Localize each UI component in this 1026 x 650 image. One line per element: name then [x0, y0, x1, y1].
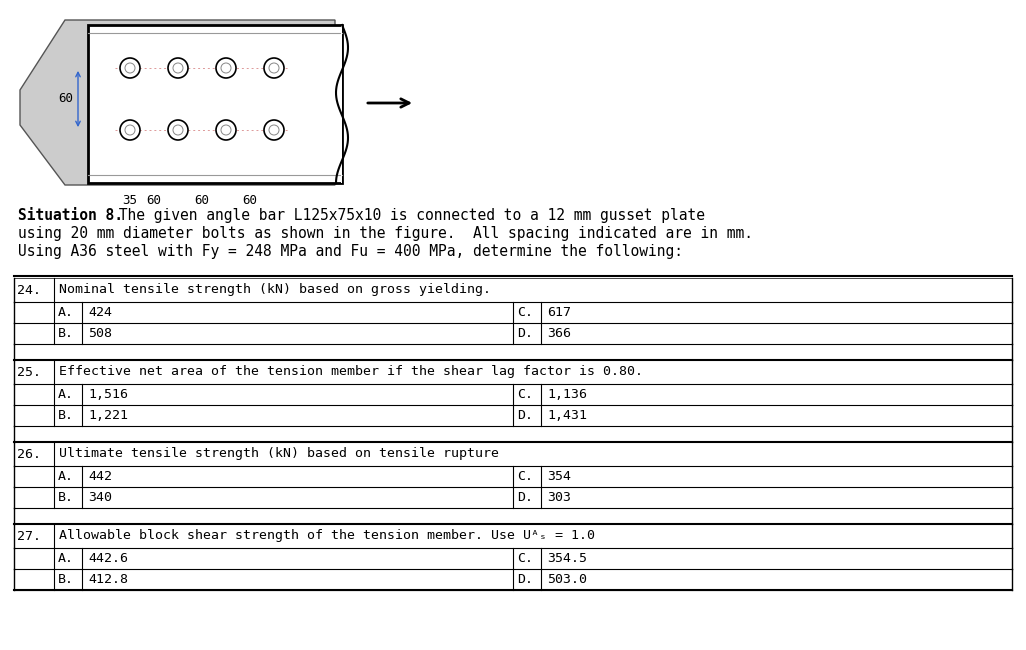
Polygon shape: [19, 20, 336, 185]
Circle shape: [216, 120, 236, 140]
Circle shape: [269, 63, 279, 73]
Text: C.: C.: [517, 306, 532, 319]
Circle shape: [120, 58, 140, 78]
Text: Allowable block shear strength of the tension member. Use Uᴬₛ = 1.0: Allowable block shear strength of the te…: [60, 530, 595, 543]
Text: 442.6: 442.6: [88, 552, 128, 565]
Text: 60: 60: [58, 92, 73, 105]
Text: C.: C.: [517, 552, 532, 565]
Text: 617: 617: [547, 306, 571, 319]
Circle shape: [264, 58, 284, 78]
Text: The given angle bar L125x75x10 is connected to a 12 mm gusset plate: The given angle bar L125x75x10 is connec…: [110, 208, 705, 223]
Text: 24.: 24.: [17, 283, 41, 296]
Text: 366: 366: [547, 327, 571, 340]
Text: 60: 60: [147, 194, 161, 207]
Circle shape: [221, 125, 231, 135]
Text: C.: C.: [517, 470, 532, 483]
Text: 26.: 26.: [17, 447, 41, 460]
Text: 303: 303: [547, 491, 571, 504]
Circle shape: [125, 63, 135, 73]
Text: D.: D.: [517, 573, 532, 586]
Text: Using A36 steel with Fy = 248 MPa and Fu = 400 MPa, determine the following:: Using A36 steel with Fy = 248 MPa and Fu…: [18, 244, 683, 259]
Text: 60: 60: [195, 194, 209, 207]
Text: 60: 60: [242, 194, 258, 207]
Circle shape: [216, 58, 236, 78]
Text: 1,136: 1,136: [547, 388, 587, 401]
Bar: [88, 25, 342, 183]
Text: A.: A.: [58, 470, 74, 483]
Circle shape: [221, 63, 231, 73]
Text: Effective net area of the tension member if the shear lag factor is 0.80.: Effective net area of the tension member…: [60, 365, 643, 378]
Text: 412.8: 412.8: [88, 573, 128, 586]
Text: 442: 442: [88, 470, 112, 483]
Text: 424: 424: [88, 306, 112, 319]
Text: D.: D.: [517, 409, 532, 422]
Text: B.: B.: [58, 491, 74, 504]
Text: 1,221: 1,221: [88, 409, 128, 422]
Text: 354.5: 354.5: [547, 552, 587, 565]
Text: 25.: 25.: [17, 365, 41, 378]
Text: 1,431: 1,431: [547, 409, 587, 422]
Circle shape: [173, 125, 183, 135]
Text: 27.: 27.: [17, 530, 41, 543]
Text: A.: A.: [58, 388, 74, 401]
Text: C.: C.: [517, 388, 532, 401]
Text: 340: 340: [88, 491, 112, 504]
Circle shape: [120, 120, 140, 140]
Circle shape: [168, 120, 188, 140]
Circle shape: [173, 63, 183, 73]
Text: using 20 mm diameter bolts as shown in the figure.  All spacing indicated are in: using 20 mm diameter bolts as shown in t…: [18, 226, 753, 241]
Text: 35: 35: [122, 194, 137, 207]
Text: D.: D.: [517, 491, 532, 504]
Text: 508: 508: [88, 327, 112, 340]
Text: B.: B.: [58, 327, 74, 340]
Circle shape: [269, 125, 279, 135]
Text: B.: B.: [58, 573, 74, 586]
Text: B.: B.: [58, 409, 74, 422]
Text: Situation 8.: Situation 8.: [18, 208, 123, 223]
Text: 1,516: 1,516: [88, 388, 128, 401]
Circle shape: [168, 58, 188, 78]
Text: D.: D.: [517, 327, 532, 340]
Circle shape: [125, 125, 135, 135]
Circle shape: [264, 120, 284, 140]
Text: 354: 354: [547, 470, 571, 483]
Text: A.: A.: [58, 552, 74, 565]
Text: 503.0: 503.0: [547, 573, 587, 586]
Text: A.: A.: [58, 306, 74, 319]
Text: Nominal tensile strength (kN) based on gross yielding.: Nominal tensile strength (kN) based on g…: [60, 283, 491, 296]
Text: Ultimate tensile strength (kN) based on tensile rupture: Ultimate tensile strength (kN) based on …: [60, 447, 499, 460]
